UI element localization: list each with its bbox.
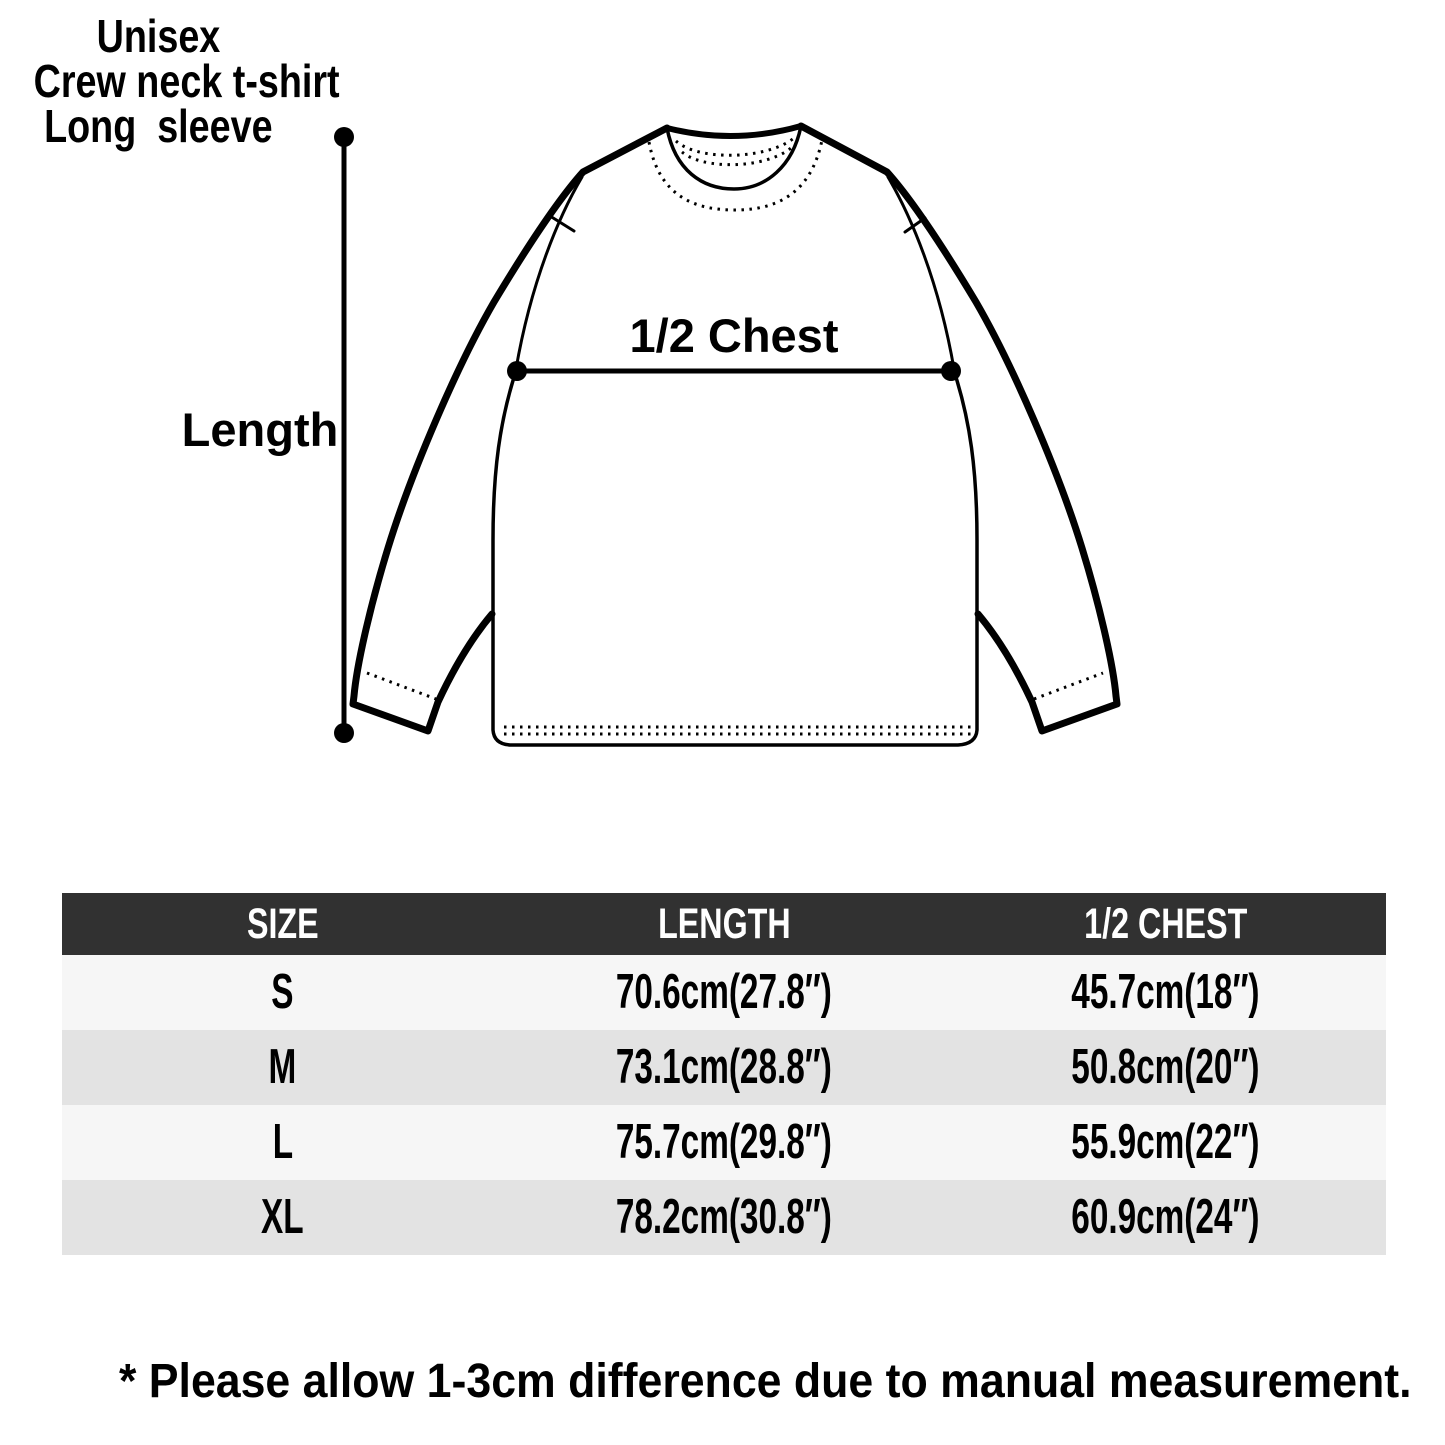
right-seam-notch bbox=[903, 216, 927, 234]
shirt-body-outline bbox=[491, 369, 979, 747]
table-row-m: M 73.1cm(28.8″) 50.8cm(20″) bbox=[62, 1030, 1386, 1105]
collar-stitch-2 bbox=[681, 146, 792, 167]
left-raglan-seam bbox=[514, 175, 584, 371]
right-raglan-seam bbox=[886, 175, 956, 371]
shirt-diagram bbox=[334, 122, 1121, 747]
neckline-stitch bbox=[647, 139, 824, 212]
cell-chest: 50.8cm(20″) bbox=[1071, 1040, 1260, 1094]
cell-size: S bbox=[271, 965, 294, 1019]
right-cuff-stitch bbox=[1033, 671, 1104, 701]
cell-size: M bbox=[268, 1040, 297, 1094]
length-label: Length bbox=[181, 403, 339, 456]
length-measure-line bbox=[334, 127, 354, 743]
measurement-note: * Please allow 1-3cm difference due to m… bbox=[119, 1355, 1412, 1408]
chest-measure-line bbox=[507, 361, 961, 381]
table-row-l: L 75.7cm(29.8″) 55.9cm(22″) bbox=[62, 1105, 1386, 1180]
cell-chest: 55.9cm(22″) bbox=[1071, 1115, 1260, 1169]
cell-length: 78.2cm(30.8″) bbox=[615, 1190, 833, 1244]
left-cuff-stitch bbox=[366, 671, 437, 701]
collar-inner-arc bbox=[665, 124, 803, 191]
collar-neckline bbox=[664, 123, 804, 139]
table-row-xl: XL 78.2cm(30.8″) 60.9cm(24″) bbox=[62, 1180, 1386, 1255]
product-title: Unisex Crew neck t-shirt Long sleeve bbox=[0, 10, 340, 152]
size-table-header: SIZE LENGTH 1/2 CHEST bbox=[62, 893, 1386, 955]
shirt-right-outline bbox=[797, 122, 1121, 735]
header-cell-size: SIZE bbox=[246, 900, 319, 948]
cell-length: 70.6cm(27.8″) bbox=[615, 965, 833, 1019]
header-cell-chest: 1/2 CHEST bbox=[1083, 900, 1247, 948]
cell-chest: 45.7cm(18″) bbox=[1071, 965, 1260, 1019]
cell-chest: 60.9cm(24″) bbox=[1071, 1190, 1260, 1244]
product-title-line-3: Long sleeve bbox=[43, 100, 273, 152]
cell-length: 75.7cm(29.8″) bbox=[615, 1115, 833, 1169]
table-row-s: S 70.6cm(27.8″) 45.7cm(18″) bbox=[62, 955, 1386, 1030]
shirt-left-outline bbox=[349, 124, 671, 735]
size-table: SIZE LENGTH 1/2 CHEST S 70.6cm(27.8″) 45… bbox=[62, 893, 1386, 1255]
cell-length: 73.1cm(28.8″) bbox=[615, 1040, 833, 1094]
cell-size: L bbox=[272, 1115, 293, 1169]
product-title-line-1: Unisex bbox=[96, 10, 220, 62]
header-cell-length: LENGTH bbox=[657, 900, 791, 948]
product-title-line-2: Crew neck t-shirt bbox=[33, 55, 340, 107]
left-seam-notch bbox=[548, 214, 576, 233]
cell-size: XL bbox=[261, 1190, 304, 1244]
collar-stitch-1 bbox=[674, 136, 795, 157]
chest-label: 1/2 Chest bbox=[629, 309, 839, 362]
